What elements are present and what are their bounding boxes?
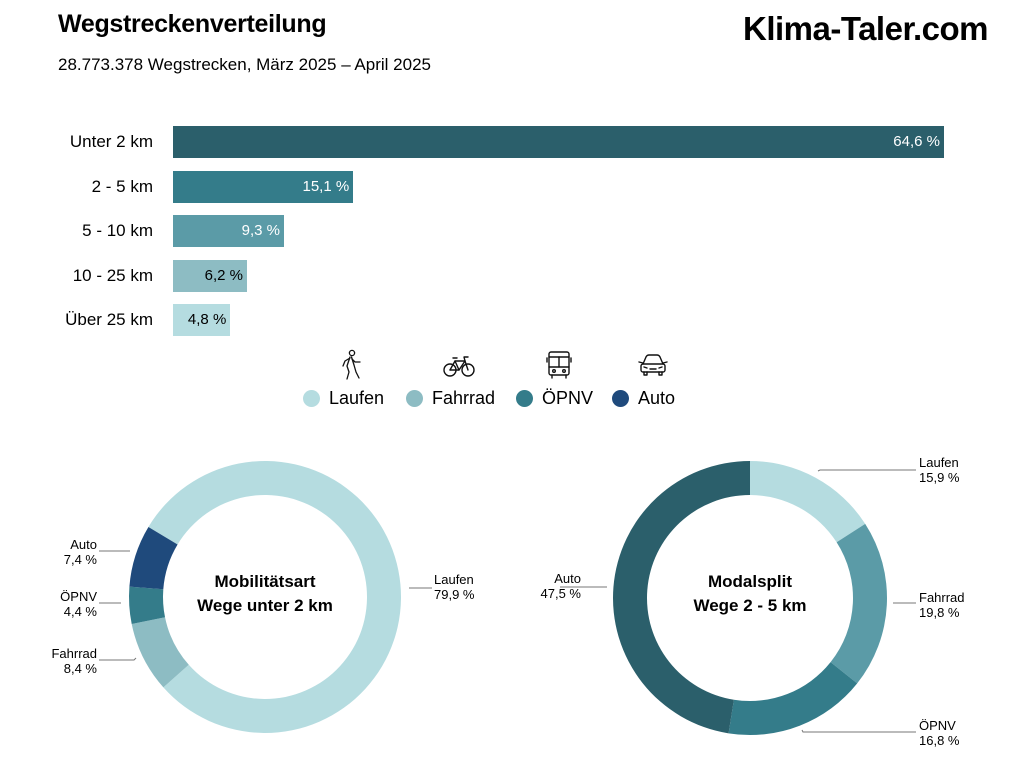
walking-person-icon <box>342 349 361 380</box>
callout-value: 79,9 % <box>434 587 475 602</box>
donut-left-center-title: Mobilitätsart Wege unter 2 km <box>165 570 365 618</box>
bar-category-label: Unter 2 km <box>69 132 153 151</box>
callout-name: Auto <box>70 537 97 552</box>
legend-item-fahrrad: Fahrrad <box>406 386 495 410</box>
bicycle-icon <box>443 356 475 377</box>
donut-title-line: Mobilitätsart <box>214 572 316 591</box>
bar-row: Über 25 km 4,8 % <box>0 304 1024 336</box>
legend-label: Fahrrad <box>432 387 496 408</box>
car-icon <box>638 354 668 376</box>
donut-title-line: Modalsplit <box>707 572 793 591</box>
bar: 64,6 % <box>173 126 944 158</box>
bar-category-label: 10 - 25 km <box>72 266 153 285</box>
callout-auto: Auto 7,4 % <box>64 537 97 567</box>
callout-auto: Auto 47,5 % <box>541 571 581 601</box>
donut-segment-auto <box>613 461 750 734</box>
callout-name: ÖPNV <box>60 589 97 604</box>
legend-label: ÖPNV <box>542 387 594 408</box>
legend-swatch <box>303 389 320 407</box>
callout-name: Fahrrad <box>919 590 965 605</box>
callout-fahrrad: Fahrrad 8,4 % <box>51 646 97 676</box>
legend-item-auto: Auto <box>612 386 675 410</box>
bar-row: 2 - 5 km 15,1 % <box>0 171 1024 203</box>
callout-value: 16,8 % <box>919 733 960 748</box>
bar-value-label: 64,6 % <box>893 133 940 150</box>
callout-fahrrad: Fahrrad 19,8 % <box>919 590 965 620</box>
donut-segment-opnv <box>129 586 166 624</box>
callout-name: Auto <box>554 571 581 586</box>
callout-value: 19,8 % <box>919 605 960 620</box>
bar: 6,2 % <box>173 260 247 292</box>
callout-laufen: Laufen 15,9 % <box>919 455 959 485</box>
legend-swatch <box>516 389 533 407</box>
page-title: Wegstreckenverteilung <box>58 10 327 38</box>
legend-label: Auto <box>638 387 676 408</box>
donut-chart-2-5km <box>613 461 888 735</box>
legend-label: Laufen <box>329 387 385 408</box>
callout-laufen: Laufen 79,9 % <box>434 572 474 602</box>
donut-segment-fahrrad <box>830 523 888 684</box>
legend-swatch <box>612 389 629 407</box>
bar-value-label: 15,1 % <box>302 178 350 195</box>
callout-value: 4,4 % <box>63 604 97 619</box>
bus-icon <box>546 351 572 379</box>
brand-logo-text: Klima-Taler.com <box>743 10 988 47</box>
bar-value-label: 6,2 % <box>204 267 243 284</box>
bar-row: Unter 2 km 64,6 % <box>0 126 1024 158</box>
donut-title-line: Wege unter 2 km <box>197 596 333 615</box>
legend-swatch <box>406 389 423 407</box>
page-subtitle: 28.773.378 Wegstrecken, März 2025 – Apri… <box>58 55 431 74</box>
callout-name: Fahrrad <box>51 646 97 661</box>
bar: 4,8 % <box>173 304 231 336</box>
legend-item-laufen: Laufen <box>303 386 384 410</box>
callout-name: Laufen <box>919 455 959 470</box>
donut-segment-laufen <box>750 461 866 543</box>
callout-name: Laufen <box>434 572 474 587</box>
bar-category-label: Über 25 km <box>65 310 153 329</box>
callout-name: ÖPNV <box>919 718 956 733</box>
donut-title-line: Wege 2 - 5 km <box>693 596 807 615</box>
donut-segment-auto <box>129 526 178 590</box>
callout-opnv: ÖPNV 16,8 % <box>919 718 959 748</box>
donut-segment-opnv <box>728 662 858 735</box>
callout-opnv: ÖPNV 4,4 % <box>60 589 97 619</box>
legend-item-opnv: ÖPNV <box>516 386 593 410</box>
callout-value: 15,9 % <box>919 470 960 485</box>
bar-row: 5 - 10 km 9,3 % <box>0 215 1024 247</box>
callout-value: 8,4 % <box>63 661 97 676</box>
bar-category-label: 5 - 10 km <box>82 221 153 240</box>
bar-value-label: 9,3 % <box>241 222 280 239</box>
donut-segment-fahrrad <box>131 617 189 688</box>
bar: 15,1 % <box>173 171 354 203</box>
bar: 9,3 % <box>173 215 284 247</box>
leader-lines <box>99 469 916 733</box>
donut-right-center-title: Modalsplit Wege 2 - 5 km <box>650 570 850 618</box>
callout-value: 7,4 % <box>63 552 97 567</box>
bar-row: 10 - 25 km 6,2 % <box>0 260 1024 292</box>
bar-category-label: 2 - 5 km <box>91 177 153 196</box>
callout-value: 47,5 % <box>540 586 581 601</box>
bar-value-label: 4,8 % <box>187 311 227 328</box>
donut-chart-unter-2km <box>129 461 401 734</box>
